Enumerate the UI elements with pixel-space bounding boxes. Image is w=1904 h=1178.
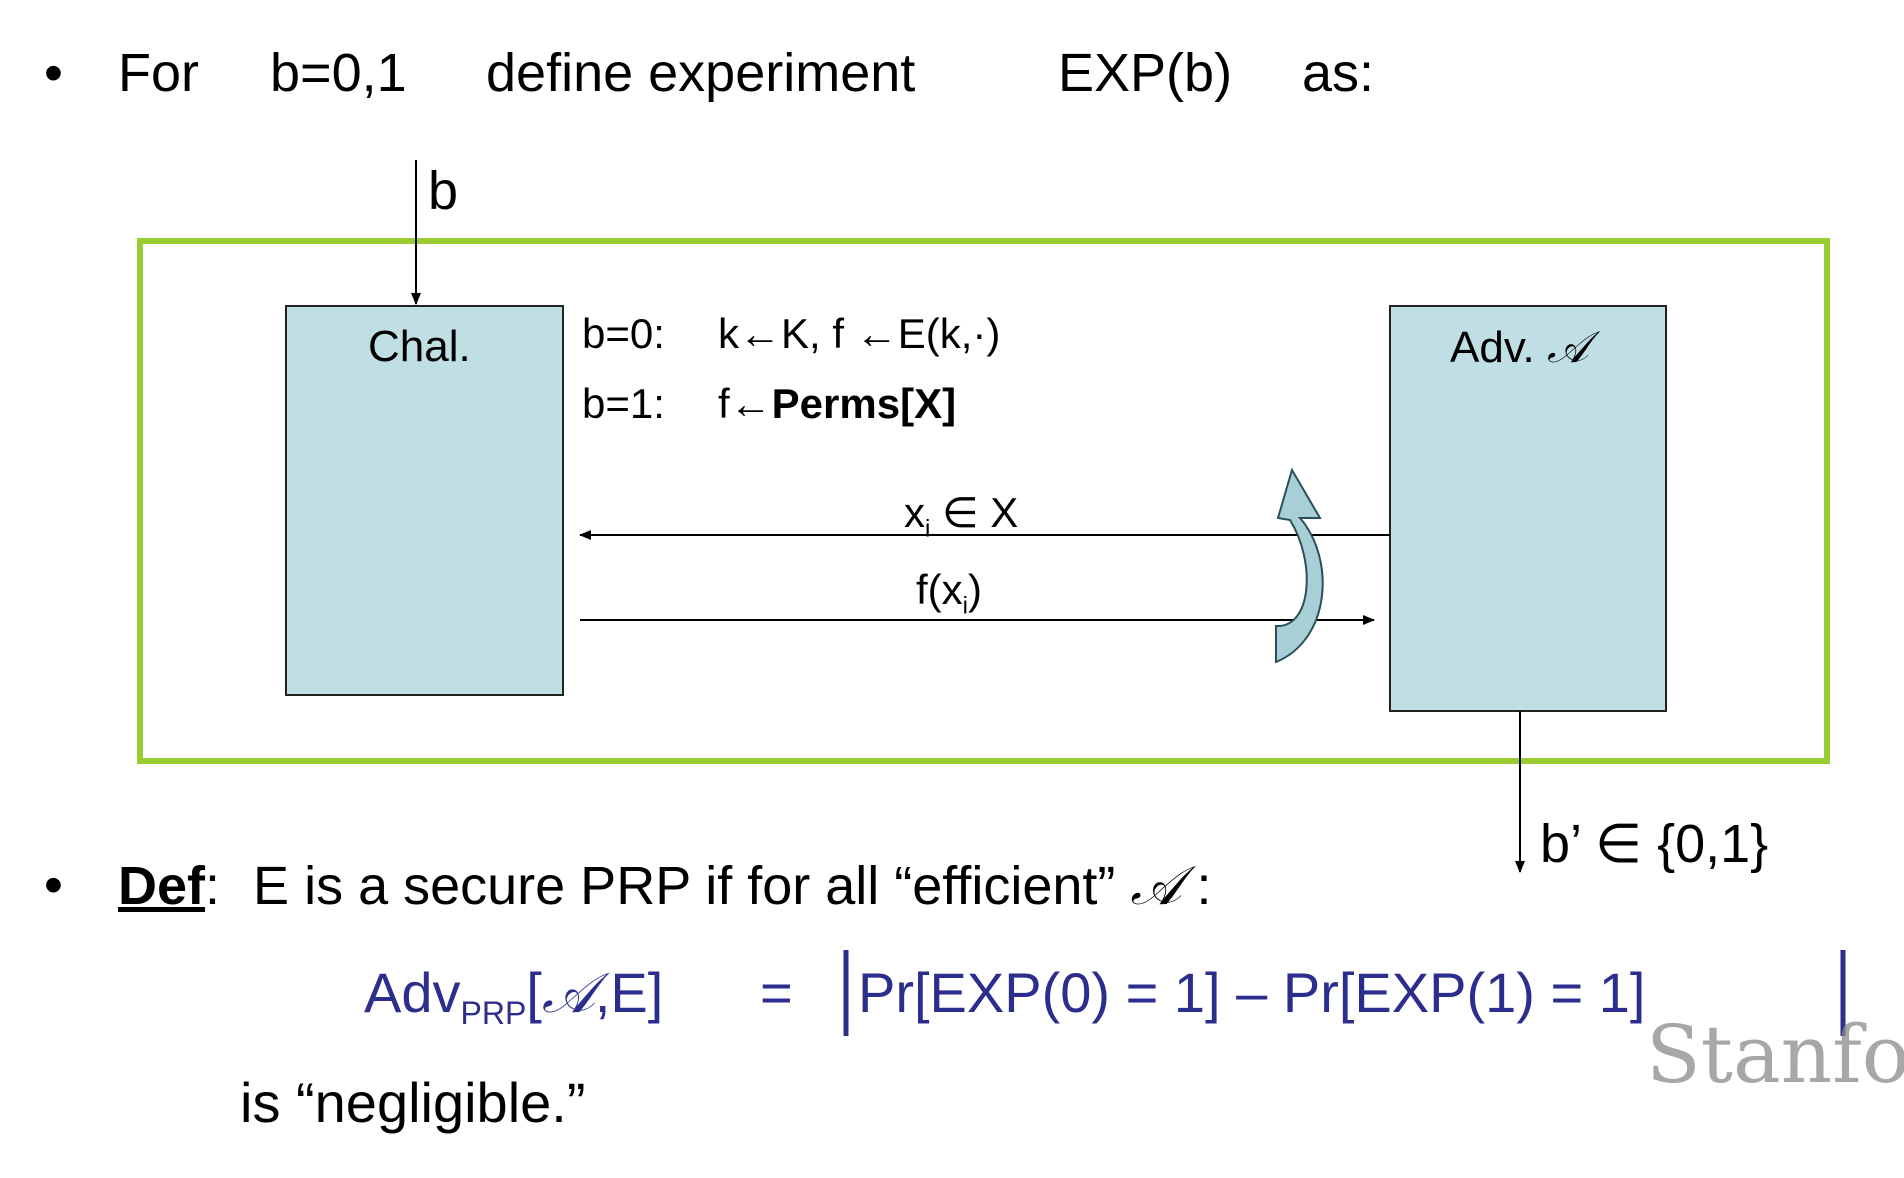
response-label: f(xi) (916, 566, 982, 620)
challenger-label: Chal. (368, 322, 471, 371)
response-close: ) (968, 566, 982, 613)
query-label: xi ∈ X (904, 488, 1018, 543)
adv-symbol: 𝒜 (541, 961, 595, 1026)
case-b1-f: f← (718, 380, 772, 427)
negligible-text: is “negligible.” (240, 1071, 586, 1134)
stanford-watermark: Stanfo (1646, 1008, 1904, 1101)
def-text: E is a secure PRP if for all “efficient” (253, 856, 1116, 916)
adversary-symbol: 𝒜 (1547, 322, 1589, 373)
bullet-marker-2: • (44, 855, 63, 915)
advantage-formula: Pr[EXP(0) = 1] – Pr[EXP(1) = 1] (858, 961, 1646, 1024)
query-rest: ∈ X (930, 489, 1019, 536)
repeat-curved-arrow (1275, 467, 1324, 664)
bullet-define: define experiment (486, 43, 916, 103)
case-b0-prefix: b=0: (582, 310, 665, 357)
output-label: b’ ∈ {0,1} (1540, 814, 1769, 874)
query-x: x (904, 489, 925, 536)
query-sub: i (925, 515, 931, 543)
adv-sub: PRP (460, 995, 527, 1032)
bullet-for: For (118, 43, 199, 103)
adversary-box (1389, 305, 1667, 712)
def-colon: : (205, 856, 221, 916)
case-b1-prefix: b=1: (582, 380, 665, 427)
bullet-b-range: b=0,1 (270, 43, 407, 103)
bullet-exp: EXP(b) (1058, 43, 1233, 103)
def-tail: : (1181, 856, 1212, 916)
bullet-as: as: (1302, 43, 1375, 103)
def-symbol: 𝒜 (1130, 854, 1182, 917)
case-b1-body: f←Perms[X] (718, 380, 956, 428)
case-b1-perms: Perms[X] (771, 380, 957, 427)
input-b-label: b (428, 161, 459, 221)
advantage-lhs: AdvPRP[𝒜,E] (364, 960, 663, 1032)
case-b0-body: k←K, f ←E(k,·) (718, 310, 1001, 357)
adv-open: [ (526, 961, 542, 1024)
response-sub: i (962, 592, 968, 620)
bullet-marker-1: • (44, 43, 63, 103)
challenger-box (285, 305, 564, 696)
experiment-frame (137, 238, 1830, 764)
adv-word: Adv (364, 961, 461, 1024)
adversary-label-text: Adv. (1450, 323, 1535, 372)
advantage-equals: = (760, 961, 793, 1024)
definition-line: Def: E is a secure PRP if for all “effic… (118, 854, 1212, 918)
adv-rest: ,E] (594, 961, 664, 1024)
def-word: Def (118, 856, 206, 916)
adversary-label: Adv. 𝒜 (1450, 322, 1589, 373)
response-f: f(x (916, 566, 963, 613)
